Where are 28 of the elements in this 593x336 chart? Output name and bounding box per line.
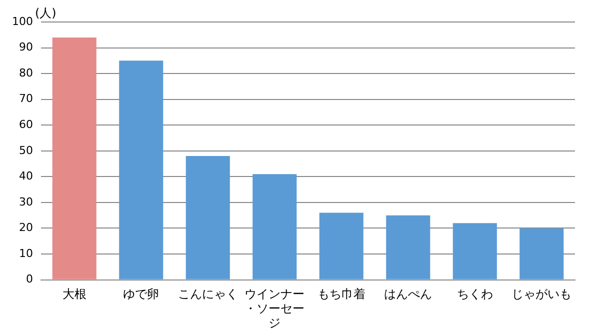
y-tick-label: 90: [18, 40, 33, 54]
x-tick-label: ゆで卵: [123, 287, 160, 302]
bar: [186, 156, 230, 280]
y-tick-label: 70: [18, 92, 33, 106]
y-tick-label: 30: [18, 195, 33, 208]
bar: [386, 215, 430, 280]
y-tick-label: 50: [18, 144, 33, 157]
x-tick-label: ちくわ: [456, 287, 493, 302]
bar: [119, 60, 164, 280]
bar: [52, 37, 96, 280]
x-tick-label: じゃがいも: [512, 287, 572, 302]
y-tick-label: 80: [18, 66, 33, 80]
y-tick-label: 40: [18, 170, 33, 183]
y-tick-label: 60: [18, 118, 33, 131]
y-tick-label: 100: [12, 14, 33, 28]
y-tick-label: 20: [18, 221, 33, 234]
y-axis-title: (人): [34, 6, 56, 20]
bar: [520, 228, 564, 280]
y-tick-label: 10: [18, 246, 33, 260]
x-tick-label: もち巾着: [317, 287, 366, 302]
bar: [452, 223, 497, 280]
x-tick-label: はんぺん: [384, 287, 432, 302]
bar: [319, 212, 364, 280]
bar: [252, 174, 297, 280]
x-tick-label: 大根: [62, 287, 86, 302]
x-tick-label: ウインナー・ソーセージ: [244, 287, 305, 330]
x-tick-label: こんにゃく: [178, 287, 238, 302]
y-tick-label: 0: [26, 272, 33, 286]
